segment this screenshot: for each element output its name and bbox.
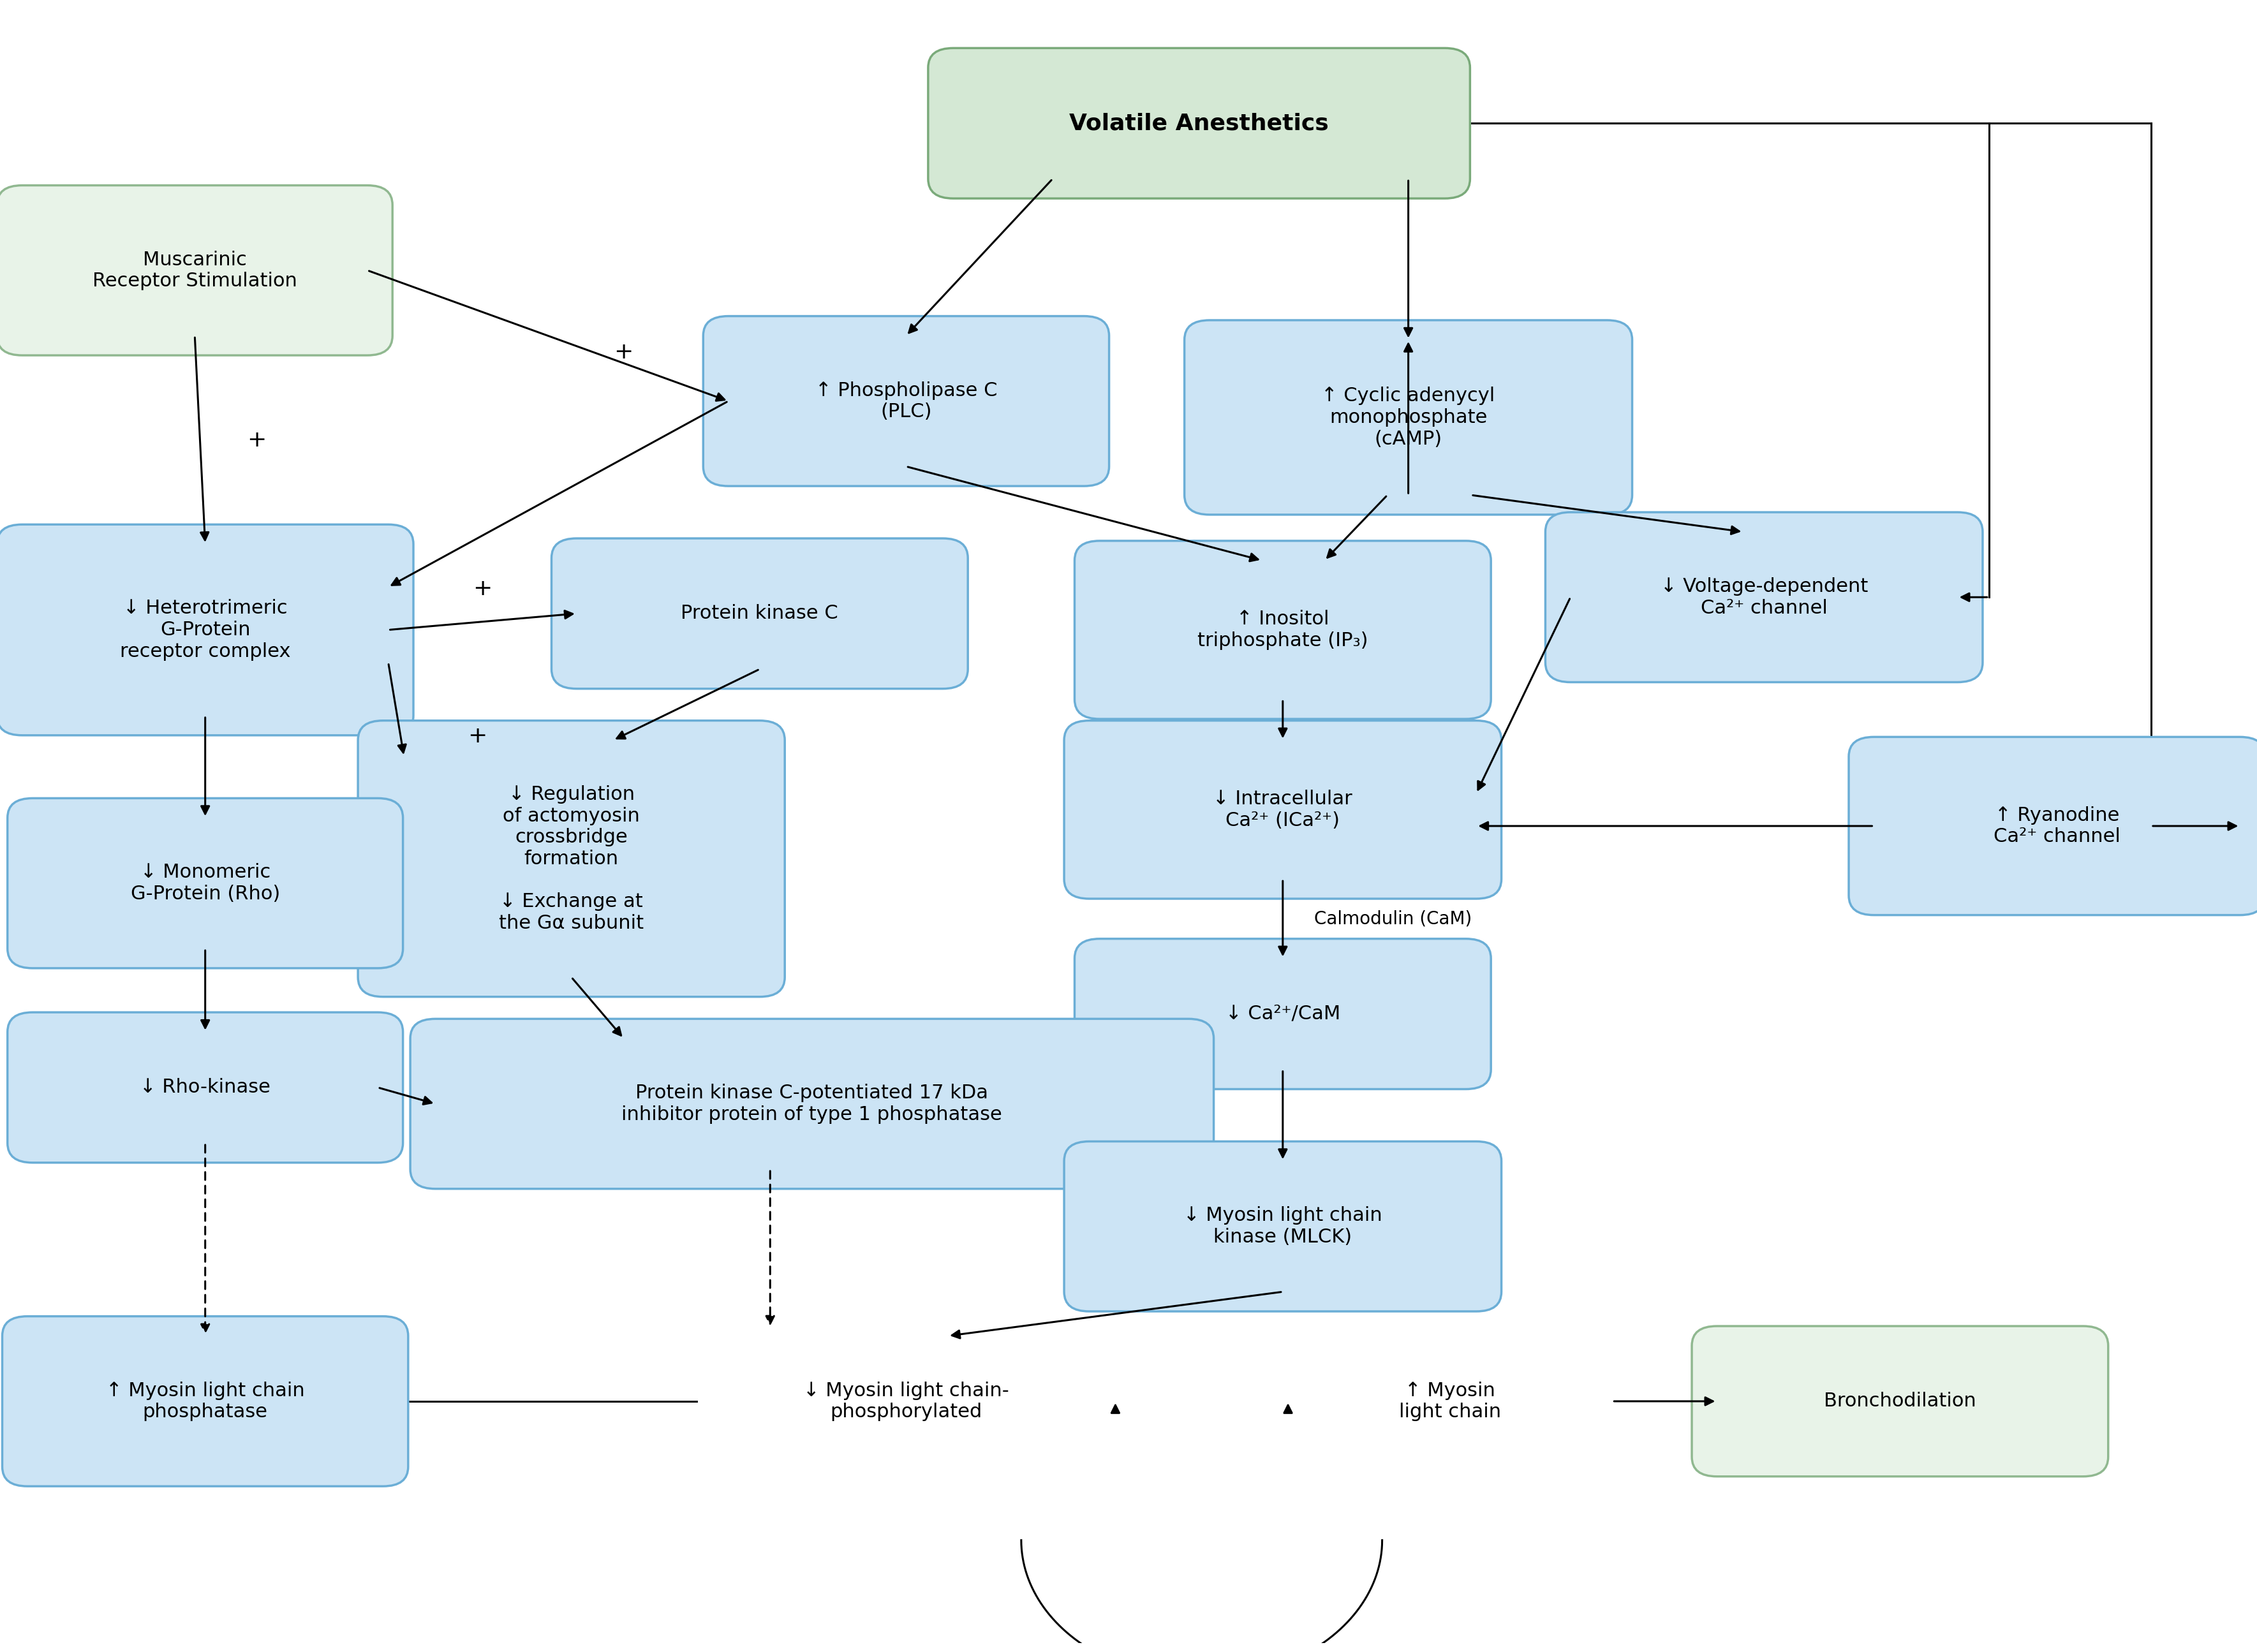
Text: ↑ Cyclic adenycyl
monophosphate
(cAMP): ↑ Cyclic adenycyl monophosphate (cAMP) — [1320, 387, 1494, 448]
Text: Bronchodilation: Bronchodilation — [1824, 1393, 1977, 1411]
FancyBboxPatch shape — [1185, 320, 1632, 515]
FancyBboxPatch shape — [411, 1019, 1214, 1189]
Text: ↓ Heterotrimeric
G-Protein
receptor complex: ↓ Heterotrimeric G-Protein receptor comp… — [120, 600, 291, 661]
FancyBboxPatch shape — [1074, 938, 1492, 1089]
Text: ↓ Rho-kinase: ↓ Rho-kinase — [140, 1079, 271, 1097]
Text: ↓ Ca²⁺/CaM: ↓ Ca²⁺/CaM — [1226, 1004, 1341, 1023]
FancyBboxPatch shape — [2, 1317, 409, 1487]
Text: ↑ Inositol
triphosphate (IP₃): ↑ Inositol triphosphate (IP₃) — [1198, 610, 1368, 649]
FancyBboxPatch shape — [928, 48, 1469, 198]
Text: Protein kinase C: Protein kinase C — [682, 605, 837, 623]
Text: ↑ Myosin light chain
phosphatase: ↑ Myosin light chain phosphatase — [106, 1381, 305, 1421]
Text: +: + — [472, 578, 492, 600]
Text: ↓ Voltage-dependent
Ca²⁺ channel: ↓ Voltage-dependent Ca²⁺ channel — [1661, 577, 1869, 618]
FancyBboxPatch shape — [704, 316, 1108, 486]
Text: ↓ Intracellular
Ca²⁺ (ICa²⁺): ↓ Intracellular Ca²⁺ (ICa²⁺) — [1212, 790, 1352, 829]
Text: Muscarinic
Receptor Stimulation: Muscarinic Receptor Stimulation — [93, 251, 298, 291]
Text: ↓ Regulation
of actomyosin
crossbridge
formation

↓ Exchange at
the Gα subunit: ↓ Regulation of actomyosin crossbridge f… — [499, 785, 643, 932]
Text: Volatile Anesthetics: Volatile Anesthetics — [1070, 112, 1329, 134]
Text: ↓ Monomeric
G-Protein (Rho): ↓ Monomeric G-Protein (Rho) — [131, 864, 280, 904]
FancyBboxPatch shape — [551, 539, 968, 689]
FancyBboxPatch shape — [1546, 512, 1982, 682]
Text: ↓ Myosin light chain-
phosphorylated: ↓ Myosin light chain- phosphorylated — [803, 1381, 1009, 1421]
FancyBboxPatch shape — [1074, 540, 1492, 719]
Text: +: + — [246, 430, 266, 451]
Text: Protein kinase C-potentiated 17 kDa
inhibitor protein of type 1 phosphatase: Protein kinase C-potentiated 17 kDa inhi… — [621, 1084, 1002, 1123]
FancyBboxPatch shape — [1693, 1327, 2108, 1477]
FancyBboxPatch shape — [0, 185, 393, 355]
Text: +: + — [467, 725, 488, 747]
FancyBboxPatch shape — [1063, 1142, 1501, 1312]
Text: Calmodulin (CaM): Calmodulin (CaM) — [1314, 910, 1472, 928]
Text: ↑ Phospholipase C
(PLC): ↑ Phospholipase C (PLC) — [815, 382, 998, 421]
Text: ↓ Myosin light chain
kinase (MLCK): ↓ Myosin light chain kinase (MLCK) — [1183, 1206, 1381, 1246]
FancyBboxPatch shape — [1848, 737, 2257, 915]
FancyBboxPatch shape — [0, 524, 413, 735]
FancyBboxPatch shape — [359, 720, 785, 996]
Text: ↑ Myosin
light chain: ↑ Myosin light chain — [1399, 1381, 1501, 1421]
FancyBboxPatch shape — [1063, 720, 1501, 899]
Text: ↑ Ryanodine
Ca²⁺ channel: ↑ Ryanodine Ca²⁺ channel — [1993, 806, 2119, 846]
FancyBboxPatch shape — [7, 1013, 404, 1163]
Text: +: + — [614, 342, 634, 363]
FancyBboxPatch shape — [7, 798, 404, 968]
